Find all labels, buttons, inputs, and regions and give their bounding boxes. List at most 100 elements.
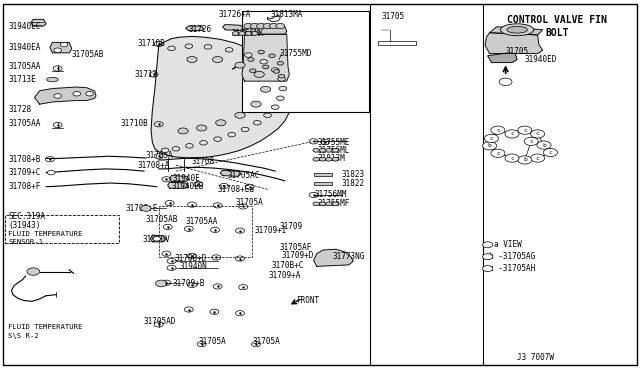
Text: FLUID TEMPERATURE: FLUID TEMPERATURE bbox=[8, 231, 83, 237]
Circle shape bbox=[271, 68, 279, 72]
Circle shape bbox=[252, 32, 258, 35]
Circle shape bbox=[153, 237, 161, 241]
Text: 31708: 31708 bbox=[192, 157, 215, 166]
Circle shape bbox=[269, 54, 275, 58]
Text: 31709+E: 31709+E bbox=[125, 204, 158, 213]
Circle shape bbox=[332, 148, 339, 152]
Text: c -31705AH: c -31705AH bbox=[489, 264, 535, 273]
Circle shape bbox=[244, 53, 252, 57]
Circle shape bbox=[313, 148, 319, 152]
Text: 31705AA: 31705AA bbox=[8, 62, 41, 71]
Text: c: c bbox=[510, 131, 514, 137]
Text: c: c bbox=[523, 128, 527, 133]
Circle shape bbox=[264, 113, 271, 118]
Text: 31713E: 31713E bbox=[8, 75, 36, 84]
Circle shape bbox=[235, 62, 245, 68]
Circle shape bbox=[156, 280, 167, 287]
Circle shape bbox=[186, 144, 193, 148]
Circle shape bbox=[537, 141, 551, 149]
Circle shape bbox=[248, 58, 254, 61]
Text: 31705A: 31705A bbox=[236, 198, 263, 207]
Text: 31940EC: 31940EC bbox=[8, 22, 41, 31]
Polygon shape bbox=[150, 235, 166, 242]
Polygon shape bbox=[244, 25, 287, 34]
Text: c: c bbox=[529, 139, 533, 144]
Polygon shape bbox=[220, 170, 241, 176]
Text: 31708+F: 31708+F bbox=[8, 182, 41, 191]
Circle shape bbox=[273, 70, 280, 73]
Circle shape bbox=[250, 23, 259, 29]
Bar bbox=[314, 182, 332, 185]
Circle shape bbox=[491, 126, 505, 134]
Bar bbox=[5, 215, 119, 243]
Text: BOLT: BOLT bbox=[545, 29, 568, 38]
Text: S\S R-2: S\S R-2 bbox=[8, 333, 39, 339]
Ellipse shape bbox=[507, 26, 527, 33]
Circle shape bbox=[200, 141, 207, 145]
Circle shape bbox=[319, 202, 326, 206]
Text: 31705A: 31705A bbox=[252, 337, 280, 346]
Circle shape bbox=[251, 101, 261, 107]
Text: a VIEW: a VIEW bbox=[494, 240, 522, 249]
Circle shape bbox=[257, 23, 266, 29]
Text: 31710B: 31710B bbox=[138, 39, 165, 48]
Circle shape bbox=[326, 148, 332, 152]
Text: 31728: 31728 bbox=[8, 105, 31, 114]
Circle shape bbox=[168, 46, 175, 51]
Polygon shape bbox=[242, 34, 289, 81]
Text: c: c bbox=[490, 136, 493, 141]
Text: FLUID TEMPERATURE: FLUID TEMPERATURE bbox=[8, 324, 83, 330]
Circle shape bbox=[326, 202, 332, 206]
Circle shape bbox=[279, 86, 287, 91]
Text: 31709+D: 31709+D bbox=[282, 251, 314, 260]
Text: 31705AB: 31705AB bbox=[146, 215, 179, 224]
Bar bbox=[159, 206, 252, 257]
Circle shape bbox=[258, 50, 264, 54]
Circle shape bbox=[319, 157, 326, 161]
Circle shape bbox=[225, 48, 233, 52]
Text: 31709+A: 31709+A bbox=[269, 271, 301, 280]
Ellipse shape bbox=[47, 77, 58, 82]
Circle shape bbox=[232, 32, 239, 35]
Polygon shape bbox=[35, 87, 96, 104]
Circle shape bbox=[54, 48, 61, 52]
Text: 31709+C: 31709+C bbox=[8, 168, 41, 177]
Text: 31813M: 31813M bbox=[317, 154, 345, 163]
Text: 31713: 31713 bbox=[134, 70, 157, 79]
Text: c: c bbox=[486, 266, 490, 271]
Circle shape bbox=[543, 148, 557, 157]
Circle shape bbox=[60, 42, 68, 47]
Circle shape bbox=[278, 77, 285, 81]
Text: 31705A: 31705A bbox=[146, 151, 173, 160]
Text: 31709: 31709 bbox=[279, 222, 302, 231]
Text: 31708+A: 31708+A bbox=[138, 161, 170, 170]
Circle shape bbox=[518, 126, 532, 134]
Circle shape bbox=[228, 132, 236, 137]
Text: 31940N: 31940N bbox=[179, 262, 207, 271]
Text: 31756ML: 31756ML bbox=[317, 146, 350, 155]
Circle shape bbox=[483, 142, 497, 150]
Circle shape bbox=[262, 65, 269, 69]
Text: 31756MM: 31756MM bbox=[315, 190, 348, 199]
Bar bbox=[314, 173, 332, 176]
Circle shape bbox=[313, 202, 319, 206]
Circle shape bbox=[54, 94, 61, 98]
Text: 31708+Ea: 31708+Ea bbox=[218, 185, 255, 194]
Text: b: b bbox=[488, 143, 492, 148]
Bar bbox=[378, 41, 416, 45]
Circle shape bbox=[73, 92, 81, 96]
Circle shape bbox=[483, 266, 493, 272]
Text: c: c bbox=[536, 131, 540, 137]
Polygon shape bbox=[490, 27, 543, 35]
Circle shape bbox=[483, 254, 493, 260]
Text: 31705: 31705 bbox=[381, 12, 404, 21]
Text: c: c bbox=[496, 128, 500, 133]
Circle shape bbox=[271, 105, 279, 109]
Polygon shape bbox=[170, 176, 189, 182]
Text: a: a bbox=[486, 242, 490, 247]
Circle shape bbox=[260, 86, 271, 92]
Circle shape bbox=[278, 74, 285, 78]
Circle shape bbox=[27, 268, 40, 275]
Text: CONTROL VALVE FIN: CONTROL VALVE FIN bbox=[507, 16, 607, 25]
Polygon shape bbox=[268, 15, 280, 22]
